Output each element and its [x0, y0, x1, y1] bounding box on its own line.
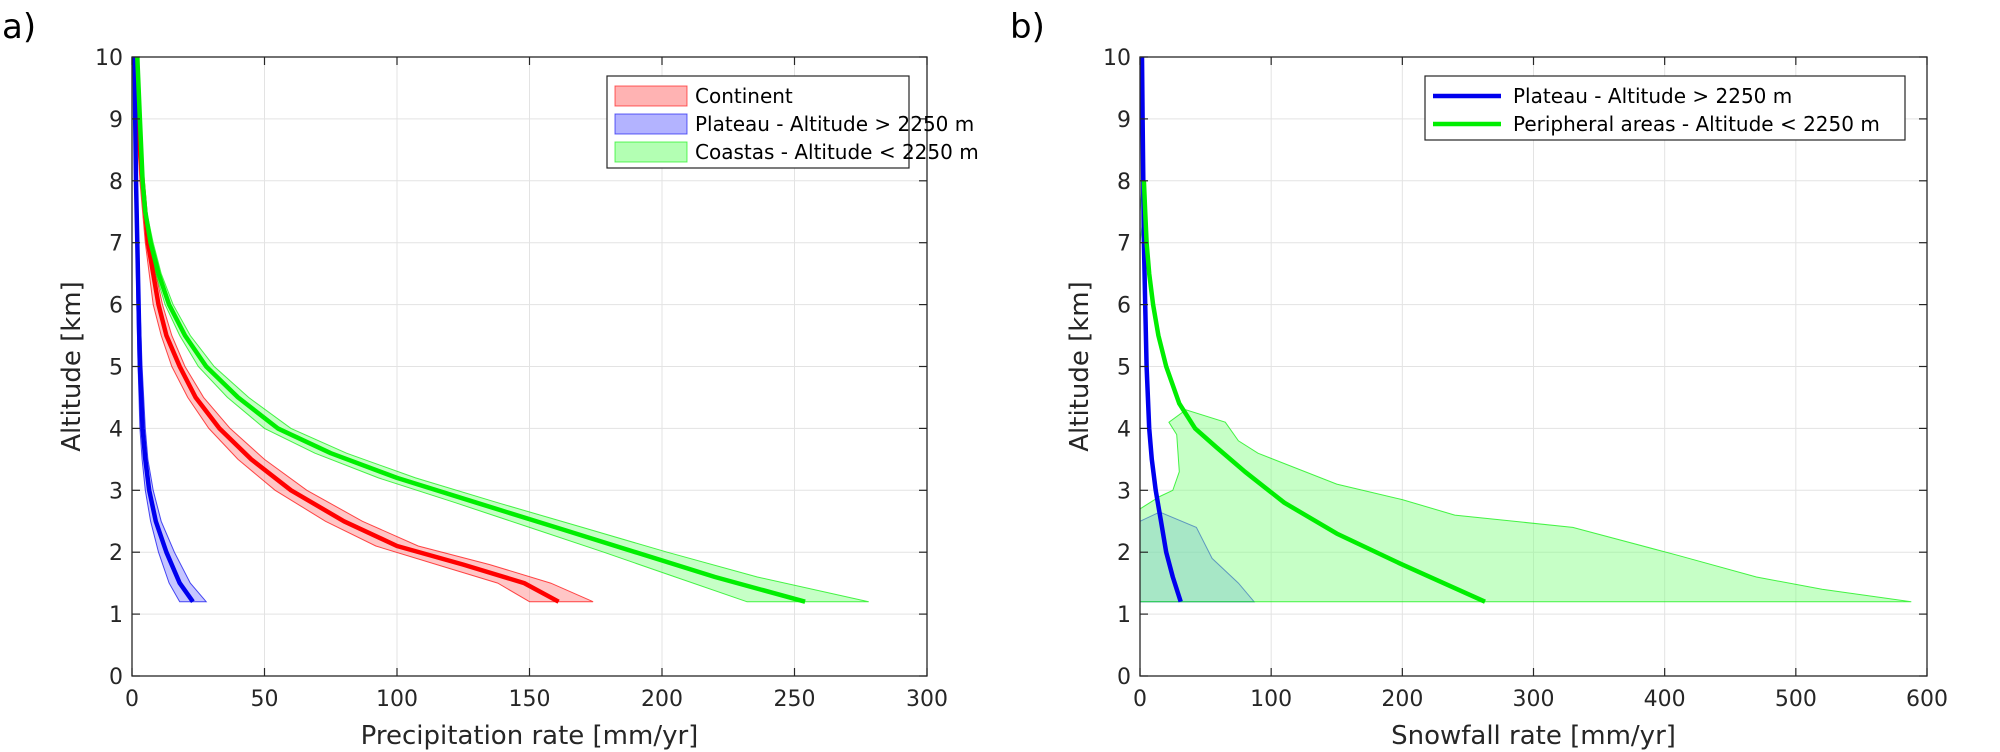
y-tick-label: 4 — [1117, 417, 1131, 442]
y-tick-label: 9 — [109, 108, 123, 133]
y-tick-label: 10 — [95, 46, 123, 71]
panel-label: a) — [2, 7, 36, 47]
y-tick-label: 3 — [109, 479, 123, 504]
x-axis-title: Precipitation rate [mm/yr] — [361, 721, 699, 751]
y-tick-label: 9 — [1117, 108, 1131, 133]
y-tick-label: 7 — [109, 232, 123, 257]
x-tick-label: 150 — [509, 687, 551, 712]
y-tick-label: 6 — [1117, 294, 1131, 319]
legend-swatch-0 — [614, 85, 688, 107]
panel-b: b) 0 100 200 300 400 500 600 0 1 2 3 4 5 6 7 8 9 10 Snowfal… — [1010, 7, 1948, 751]
panel-a: a) 0 50 100 150 200 250 300 0 1 2 3 4 5 6 7 8 9 10 Precipit… — [2, 7, 979, 751]
y-tick-label: 5 — [109, 356, 123, 381]
legend-entry-0: Continent — [695, 84, 793, 108]
y-tick-label: 1 — [109, 603, 123, 628]
y-tick-label: 2 — [1117, 541, 1131, 566]
legend-entry-1: Peripheral areas - Altitude < 2250 m — [1513, 112, 1880, 136]
x-tick-label: 200 — [1381, 687, 1423, 712]
series-line-1 — [1141, 180, 1486, 604]
legend-entry-0: Plateau - Altitude > 2250 m — [1513, 84, 1792, 108]
y-tick-label: 10 — [1103, 46, 1131, 71]
y-tick-label: 5 — [1117, 356, 1131, 381]
y-tick-label: 0 — [109, 665, 123, 690]
legend: Plateau - Altitude > 2250 m Peripheral ar… — [1424, 75, 1906, 141]
x-tick-label: 0 — [1133, 687, 1147, 712]
x-tick-label: 300 — [1513, 687, 1555, 712]
x-tick-label: 200 — [641, 687, 683, 712]
series-line-2 — [135, 56, 806, 604]
x-tick-label: 400 — [1644, 687, 1686, 712]
x-tick-label: 100 — [1250, 687, 1292, 712]
x-tick-label: 100 — [376, 687, 418, 712]
x-tick-label: 600 — [1906, 687, 1948, 712]
legend-entry-2: Coastas - Altitude < 2250 m — [695, 140, 979, 164]
panel-label: b) — [1010, 7, 1045, 47]
y-tick-label: 4 — [109, 417, 123, 442]
y-tick-label: 8 — [109, 170, 123, 195]
legend-swatch-2 — [614, 141, 688, 163]
legend-entry-1: Plateau - Altitude > 2250 m — [695, 112, 974, 136]
y-tick-label: 7 — [1117, 232, 1131, 257]
legend: Continent Plateau - Altitude > 2250 m Coas… — [606, 75, 979, 169]
x-tick-label: 500 — [1775, 687, 1817, 712]
y-tick-label: 1 — [1117, 603, 1131, 628]
x-tick-label: 50 — [251, 687, 279, 712]
y-axis-title: Altitude [km] — [57, 281, 87, 452]
y-tick-label: 3 — [1117, 479, 1131, 504]
legend-swatch-1 — [614, 113, 688, 135]
legend-box — [1424, 75, 1906, 141]
y-tick-label: 8 — [1117, 170, 1131, 195]
y-tick-label: 0 — [1117, 665, 1131, 690]
x-tick-label: 250 — [774, 687, 816, 712]
y-tick-label: 6 — [109, 294, 123, 319]
x-tick-label: 0 — [125, 687, 139, 712]
x-axis-title: Snowfall rate [mm/yr] — [1391, 721, 1676, 751]
uncertainty-band-0 — [1139, 511, 1256, 603]
y-tick-label: 2 — [109, 541, 123, 566]
y-axis-title: Altitude [km] — [1065, 281, 1095, 452]
x-tick-label: 300 — [906, 687, 948, 712]
